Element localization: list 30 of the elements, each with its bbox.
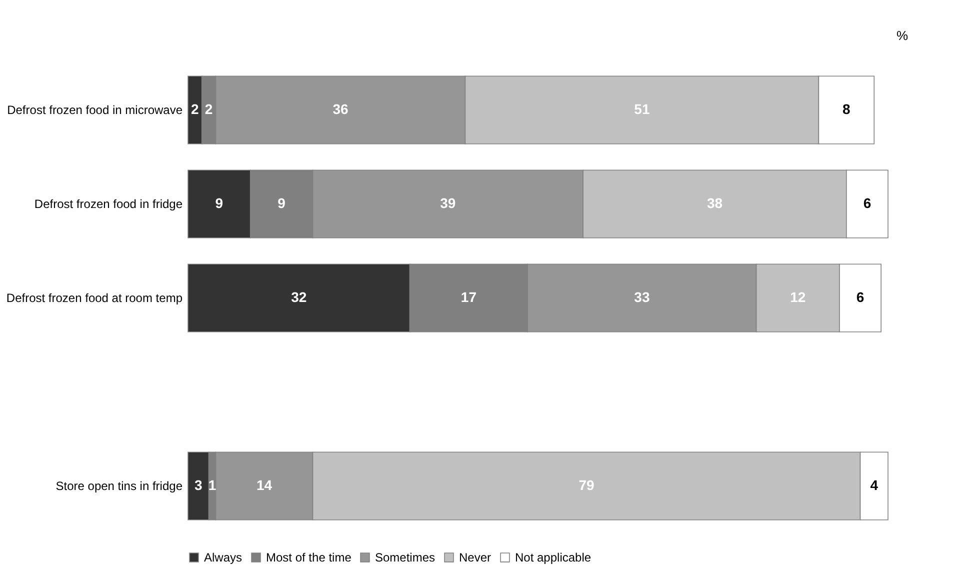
data-label: 38 — [706, 195, 723, 211]
data-label: 6 — [863, 195, 872, 211]
legend-label: Not applicable — [515, 550, 592, 564]
data-label: 32 — [291, 289, 307, 305]
data-label: 39 — [440, 195, 456, 211]
data-label: 51 — [634, 101, 650, 117]
data-label: 9 — [278, 195, 286, 211]
data-label: 2 — [191, 101, 200, 117]
data-label: 33 — [634, 289, 650, 305]
data-label: 1 — [208, 477, 216, 493]
legend-label: Most of the time — [266, 550, 352, 564]
data-label: 3 — [194, 477, 202, 493]
data-label: 8 — [842, 101, 851, 117]
data-label: 79 — [578, 477, 595, 493]
data-label: 36 — [332, 101, 348, 117]
legend-label: Sometimes — [375, 550, 436, 564]
data-label: 6 — [856, 289, 864, 305]
legend-label: Never — [459, 550, 492, 564]
data-label: 9 — [215, 195, 224, 211]
data-label: 17 — [460, 289, 477, 305]
data-label: 14 — [256, 477, 272, 493]
legend-label: Always — [204, 550, 242, 564]
text: % — [896, 28, 908, 43]
data-label: 12 — [790, 289, 806, 305]
data-label: 2 — [204, 101, 213, 117]
y-tick-label: Defrost frozen food at room temp — [6, 291, 183, 305]
y-tick-label: Defrost frozen food in microwave — [7, 103, 183, 117]
data-label: 4 — [870, 477, 878, 493]
y-tick-label: Defrost frozen food in fridge — [34, 197, 183, 211]
y-tick-label: Store open tins in fridge — [56, 479, 183, 493]
